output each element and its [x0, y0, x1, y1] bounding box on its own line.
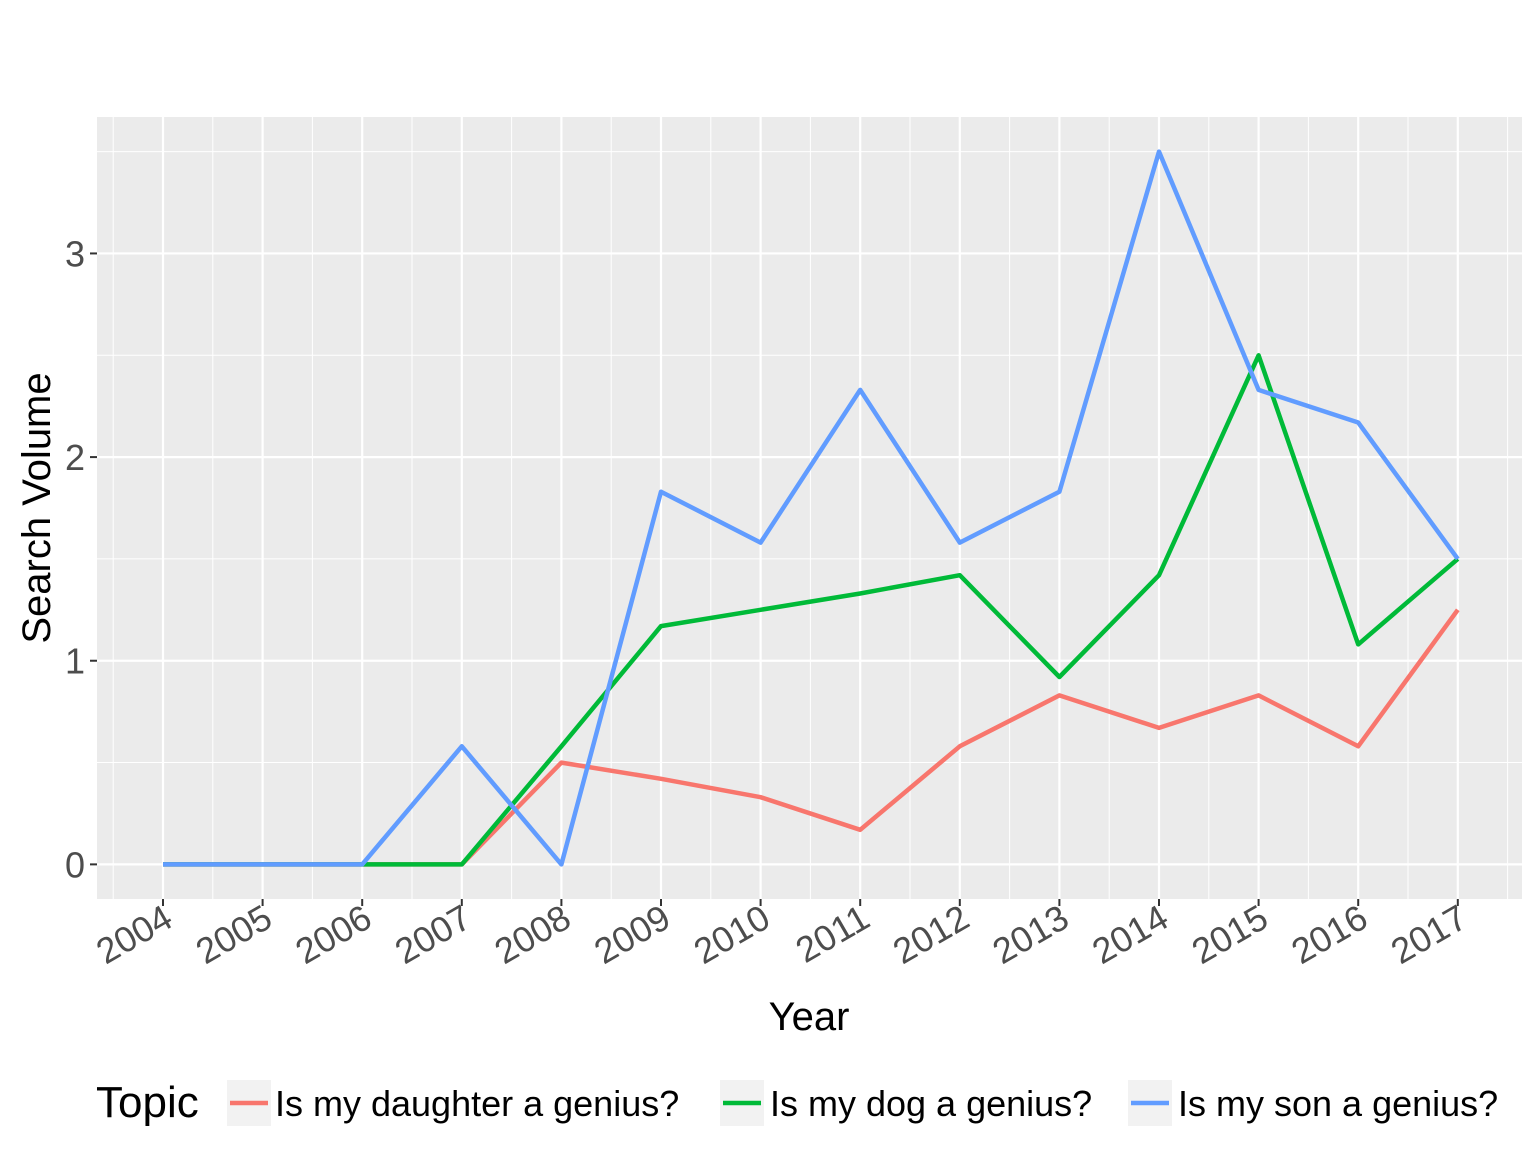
series-lines: [163, 149, 1460, 867]
y-axis-title: Search Volume: [15, 372, 59, 643]
x-axis: 2004 2005 2006 2007 2008 2009 2010 2011 2012 2013…: [89, 896, 1474, 972]
x-tick-label: 2009: [587, 896, 677, 972]
grid-lines: [97, 117, 1522, 899]
x-tick-label: 2011: [789, 896, 877, 970]
legend-label: Is my dog a genius?: [770, 1083, 1092, 1124]
y-tick-label: 2: [65, 437, 85, 478]
series-line-2: [163, 353, 1460, 867]
x-tick-label: 2008: [488, 896, 578, 972]
series-line-3: [163, 149, 1460, 867]
x-tick-label: 2004: [89, 896, 179, 972]
y-axis: 0 1 2 3: [65, 233, 97, 885]
x-tick-label: 2006: [288, 896, 378, 972]
x-tick-label: 2005: [189, 896, 279, 972]
x-tick-label: 2014: [1085, 896, 1175, 972]
legend-label: Is my daughter a genius?: [275, 1083, 679, 1124]
legend: Topic Is my daughter a genius? Is my dog …: [96, 1078, 1498, 1127]
panel-background: [97, 117, 1522, 899]
x-tick-label: 2015: [1185, 896, 1275, 972]
x-axis-title: Year: [769, 995, 850, 1039]
x-tick-label: 2007: [388, 896, 478, 972]
y-tick-label: 1: [65, 641, 85, 682]
legend-label: Is my son a genius?: [1178, 1083, 1498, 1124]
y-tick-label: 0: [65, 844, 85, 885]
legend-title: Topic: [96, 1078, 199, 1127]
y-tick-label: 3: [65, 233, 85, 274]
x-tick-label: 2017: [1384, 896, 1474, 972]
x-tick-label: 2012: [886, 896, 976, 972]
x-tick-label: 2013: [986, 896, 1076, 972]
x-tick-label: 2016: [1284, 896, 1374, 972]
x-tick-label: 2010: [687, 896, 777, 972]
